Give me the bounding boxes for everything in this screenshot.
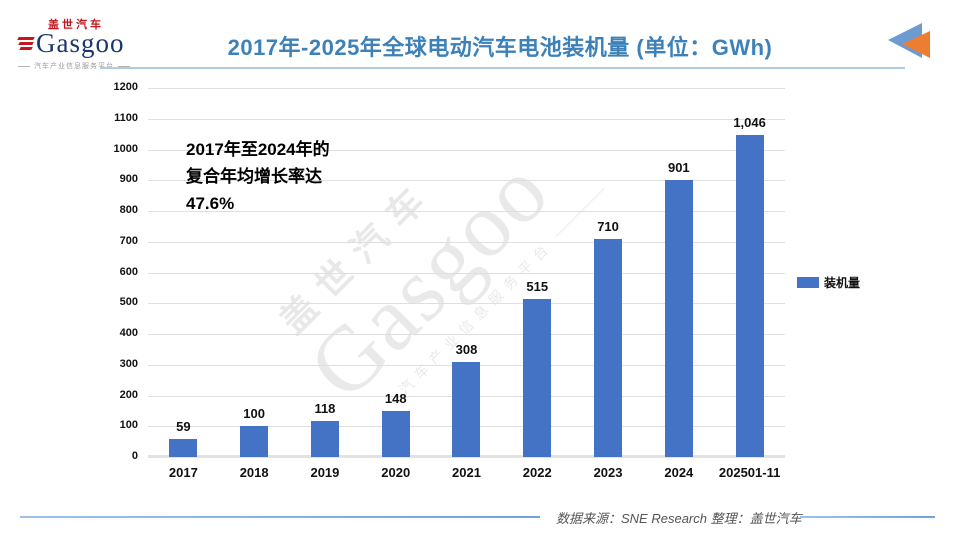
y-tick-1000: 1000 — [113, 142, 138, 155]
data-source-note: 数据来源：SNE Research 整理：盖世汽车 — [556, 511, 802, 526]
legend-label: 装机量 — [824, 276, 861, 290]
annotation-line-2: 复合年均增长率达 — [186, 167, 322, 186]
bar-202501-11 — [735, 135, 764, 457]
plot-area: 0 100 200 300 400 500 600 700 800 900 1000 1100 1200… — [114, 81, 785, 480]
y-tick-200: 200 — [119, 388, 138, 401]
category-slot-202501-11: 1,046 202501-11 — [714, 88, 785, 480]
logo-chinese-name: 盖世汽车 — [48, 19, 104, 31]
y-tick-700: 700 — [119, 234, 138, 247]
gridline-600 — [148, 272, 785, 274]
x-label-2017: 2017 — [168, 465, 198, 480]
bar-value-2018: 100 — [243, 406, 265, 421]
header-divider — [100, 67, 905, 69]
x-label-2020: 2020 — [381, 465, 411, 480]
y-tick-0: 0 — [131, 450, 138, 462]
gridline-500 — [148, 303, 785, 305]
y-tick-400: 400 — [119, 327, 138, 339]
page-title: 2017年-2025年全球电动汽车电池装机量 (单位：GWh) — [227, 35, 773, 60]
gridline-700 — [148, 241, 785, 243]
legend-swatch — [797, 277, 819, 288]
y-tick-1200: 1200 — [113, 81, 138, 93]
bar-value-202501-11: 1,046 — [733, 115, 766, 130]
bar-value-2017: 59 — [176, 419, 191, 434]
gridline-400 — [148, 334, 785, 335]
bar-value-2024: 901 — [667, 160, 690, 175]
bar-value-2022: 515 — [526, 279, 549, 294]
logo-stripes-icon — [17, 37, 35, 50]
y-tick-300: 300 — [119, 357, 138, 370]
x-label-2022: 2022 — [522, 465, 552, 480]
footer-divider-left — [20, 516, 540, 518]
category-slot-2020: 148 2020 — [360, 88, 431, 480]
x-label-2018: 2018 — [239, 465, 269, 480]
bar-2022 — [523, 299, 552, 457]
bar-value-2019: 118 — [314, 401, 336, 416]
category-slot-2017: 59 2017 — [148, 88, 219, 480]
footer-divider-right — [800, 516, 935, 518]
category-slot-2021: 308 2021 — [431, 88, 502, 480]
bar-value-2023: 710 — [597, 219, 619, 234]
gridline-800 — [148, 211, 785, 212]
logo-english-name: Gasgoo — [36, 28, 125, 58]
category-slot-2024: 901 2024 — [643, 88, 714, 480]
bar-2018 — [240, 426, 269, 457]
gridline-1000 — [148, 149, 785, 151]
x-label-2019: 2019 — [310, 465, 340, 480]
x-label-2024: 2024 — [664, 465, 694, 480]
bar-2019 — [310, 421, 339, 457]
bar-2017 — [169, 439, 198, 457]
bar-value-2020: 148 — [384, 391, 407, 406]
chart-legend: 装机量 — [797, 274, 860, 291]
category-slot-2019: 118 2019 — [290, 88, 361, 480]
bar-2020 — [381, 411, 410, 457]
logo-wordmark: Gasgoo — [17, 28, 138, 58]
y-tick-500: 500 — [119, 296, 138, 309]
bar-value-2021: 308 — [455, 342, 478, 357]
bar-2021 — [452, 362, 481, 457]
annotation-line-1: 2017年至2024年的 — [186, 140, 330, 159]
category-slot-2023: 710 2023 — [573, 88, 644, 480]
gridline-1100 — [148, 118, 785, 120]
category-slot-2022: 515 2022 — [502, 88, 573, 480]
bar-2023 — [594, 239, 623, 457]
annotation-line-3: 47.6% — [186, 194, 235, 213]
y-tick-800: 800 — [119, 204, 138, 216]
x-label-202501-11: 202501-11 — [718, 465, 781, 480]
y-tick-600: 600 — [119, 265, 138, 278]
y-tick-1100: 1100 — [114, 111, 138, 124]
y-tick-100: 100 — [119, 419, 138, 432]
logo-tagline: 汽车产业信息服务平台 — [18, 61, 138, 71]
bar-2024 — [664, 180, 693, 457]
gasgoo-logo: 盖世汽车 Gasgoo 汽车产业信息服务平台 — [17, 16, 138, 71]
category-slot-2018: 100 2018 — [219, 88, 290, 480]
gridline-1200 — [148, 88, 785, 89]
x-label-2021: 2021 — [452, 465, 481, 480]
x-label-2023: 2023 — [593, 465, 623, 480]
gridline-900 — [148, 180, 785, 182]
y-tick-900: 900 — [119, 173, 138, 186]
back-arrows-icon[interactable] — [886, 22, 934, 62]
cagr-annotation: 2017年至2024年的 复合年均增长率达 47.6% — [186, 136, 330, 217]
